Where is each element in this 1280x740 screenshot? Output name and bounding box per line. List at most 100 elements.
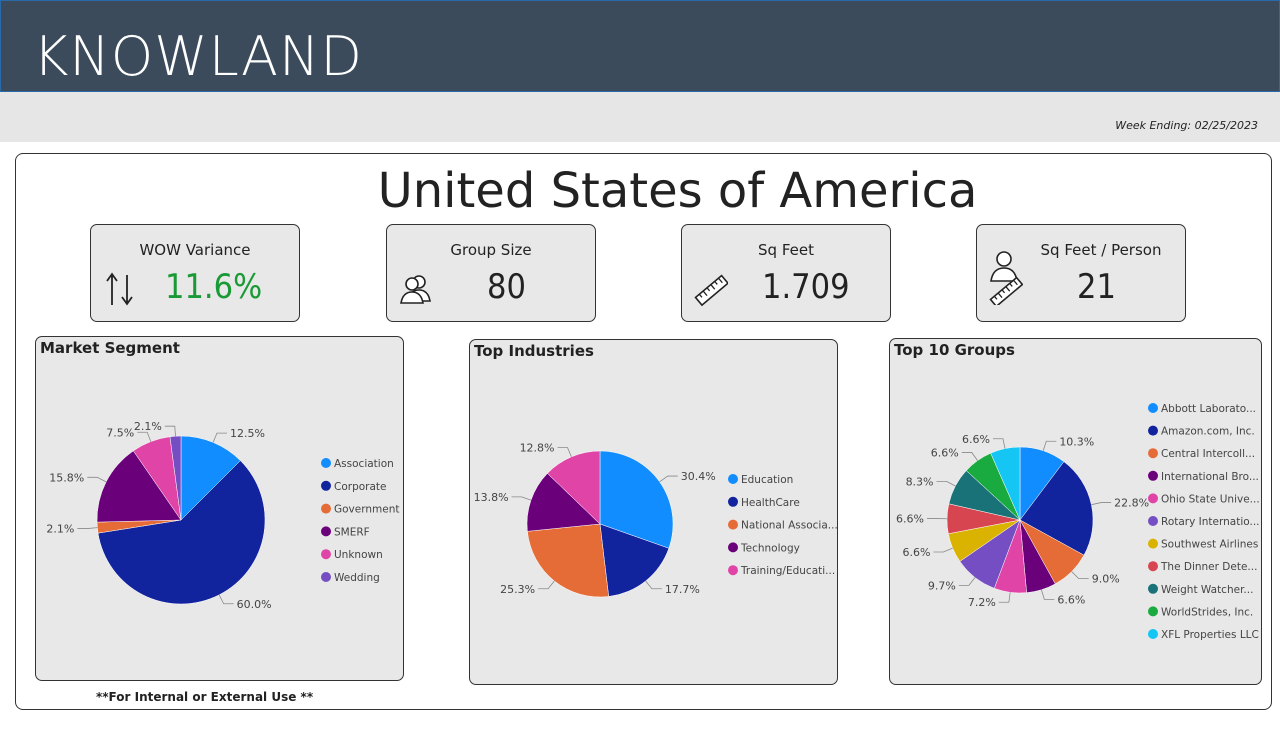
data-label-leader [218,594,234,605]
legend-item[interactable]: The Dinner Dete... [1160,561,1257,573]
data-label-leader [961,452,978,461]
legend-item[interactable]: Training/Educati... [740,565,835,577]
data-label: 13.8% [474,491,509,504]
legend-marker [1148,583,1158,594]
brand-logo-text: KNOWLAND [33,25,363,88]
data-label: 2.1% [134,420,162,433]
people-icon [400,275,431,304]
kpi-value: 11.6% [165,267,263,307]
data-label: 7.2% [968,596,996,609]
kpi-card-group-size: Group Size 80 [386,224,596,322]
app-header: KNOWLAND [0,0,1280,92]
data-label: 6.6% [1057,593,1085,606]
legend-marker [1148,561,1158,572]
pie-slice[interactable] [990,446,1021,521]
pie-slice[interactable] [547,450,601,525]
legend-marker [728,565,738,576]
pie-slice[interactable] [180,435,241,521]
data-label-leader [557,447,572,457]
data-label-leader [511,496,532,501]
legend-item[interactable]: International Bro... [1161,471,1259,483]
sub-header-bar: Week Ending: 02/25/2023 [0,92,1280,142]
data-label-leader [936,480,956,487]
data-label: 30.4% [681,470,716,483]
data-label-leader [998,592,1011,603]
data-label: 10.3% [1059,435,1094,448]
data-label: 8.3% [906,475,934,488]
legend-marker [728,519,738,530]
legend-item[interactable]: Corporate [334,481,387,493]
chart-title: Top Industries [474,342,594,360]
legend-marker [1148,425,1158,436]
pie-slice[interactable] [527,523,609,598]
legend-marker [321,458,331,468]
legend-marker [1148,538,1158,549]
kpi-label: Sq Feet [758,241,814,259]
data-label-leader [992,438,1006,449]
legend-item[interactable]: Wedding [334,572,380,584]
legend-item[interactable]: Amazon.com, Inc. [1161,426,1255,438]
kpi-label: Group Size [450,241,532,259]
legend-marker [321,549,331,560]
legend-item[interactable]: Ohio State Unive... [1161,493,1260,505]
top-industries-panel: Top Industries 30.4% 17.7% 25.3% 13.8% 12.8%… [469,339,838,685]
legend-item[interactable]: Technology [740,542,800,554]
legend-marker [1148,493,1158,504]
data-label: 6.6% [896,513,924,526]
data-label: 9.0% [1092,573,1120,586]
pie-slice[interactable] [599,450,674,549]
data-label-leader [645,580,662,590]
market-segment-panel: Market Segment 12.5% 60.0% 2.1% 15.8% 7.5% 2.… [35,336,404,681]
pie-slice[interactable] [96,450,182,523]
legend-marker [1148,516,1158,526]
data-label-leader [87,476,107,483]
pie-slice[interactable] [1019,461,1094,556]
legend-item[interactable]: Government [334,504,399,516]
legend-item[interactable]: Education [741,474,793,486]
data-label-leader [659,475,678,483]
kpi-card-sq-feet-per-person: Sq Feet / Person 21 [976,224,1186,322]
legend-marker [728,542,738,553]
page-title: United States of America [377,163,978,219]
legend-item[interactable]: Rotary Internatio... [1161,516,1260,528]
data-label-leader [933,547,953,553]
legend-item[interactable]: WorldStrides, Inc. [1161,606,1253,618]
data-label: 6.6% [931,446,959,459]
legend-item[interactable]: HealthCare [741,497,800,509]
data-label: 12.8% [520,442,555,455]
person-ruler-icon [989,251,1023,305]
legend-item[interactable]: Abbott Laborato... [1161,403,1256,415]
legend-marker [321,526,331,537]
kpi-value: 21 [1077,267,1116,307]
kpi-card-wow-variance: WOW Variance 11.6% [90,224,300,322]
legend-item[interactable]: National Associa... [741,520,837,532]
top-10-groups-panel: Top 10 Groups 10.3% 22.8% 9.0% 6.6% 7.2% 9.7%… [889,338,1262,685]
legend-item[interactable]: Central Intercoll... [1161,448,1255,460]
data-label: 25.3% [500,583,535,596]
market-segment-pie-chart: 12.5%60.0%2.1%15.8%7.5% 2.1%AssociationCo… [46,420,399,611]
legend-item[interactable]: Unknown [334,549,383,561]
data-label: 6.6% [902,546,930,559]
data-label: 12.5% [230,427,265,440]
legend-item[interactable]: Southwest Airlines [1161,539,1258,551]
legend-marker [1148,470,1158,481]
data-label: 60.0% [237,598,272,611]
legend-item[interactable]: SMERF [334,526,370,538]
data-label-leader [164,425,176,437]
data-label-leader [77,527,98,529]
legend-item[interactable]: XFL Properties LLC [1161,629,1259,641]
legend-item[interactable]: Weight Watcher... [1161,584,1253,596]
up-down-arrows-icon [106,272,133,306]
legend-item[interactable]: Association [334,458,394,470]
chart-title: Top 10 Groups [894,341,1015,359]
week-ending-label: Week Ending: 02/25/2023 [1115,119,1258,132]
pie-slice[interactable] [526,473,601,532]
legend-marker [1148,606,1158,617]
kpi-label: Sq Feet / Person [1040,241,1162,259]
pie-slice[interactable] [599,523,670,597]
data-label: 9.7% [928,579,956,592]
pie-slice[interactable] [169,435,182,521]
legend-marker [321,480,331,491]
legend-marker [321,572,331,582]
data-label-leader [538,580,555,590]
